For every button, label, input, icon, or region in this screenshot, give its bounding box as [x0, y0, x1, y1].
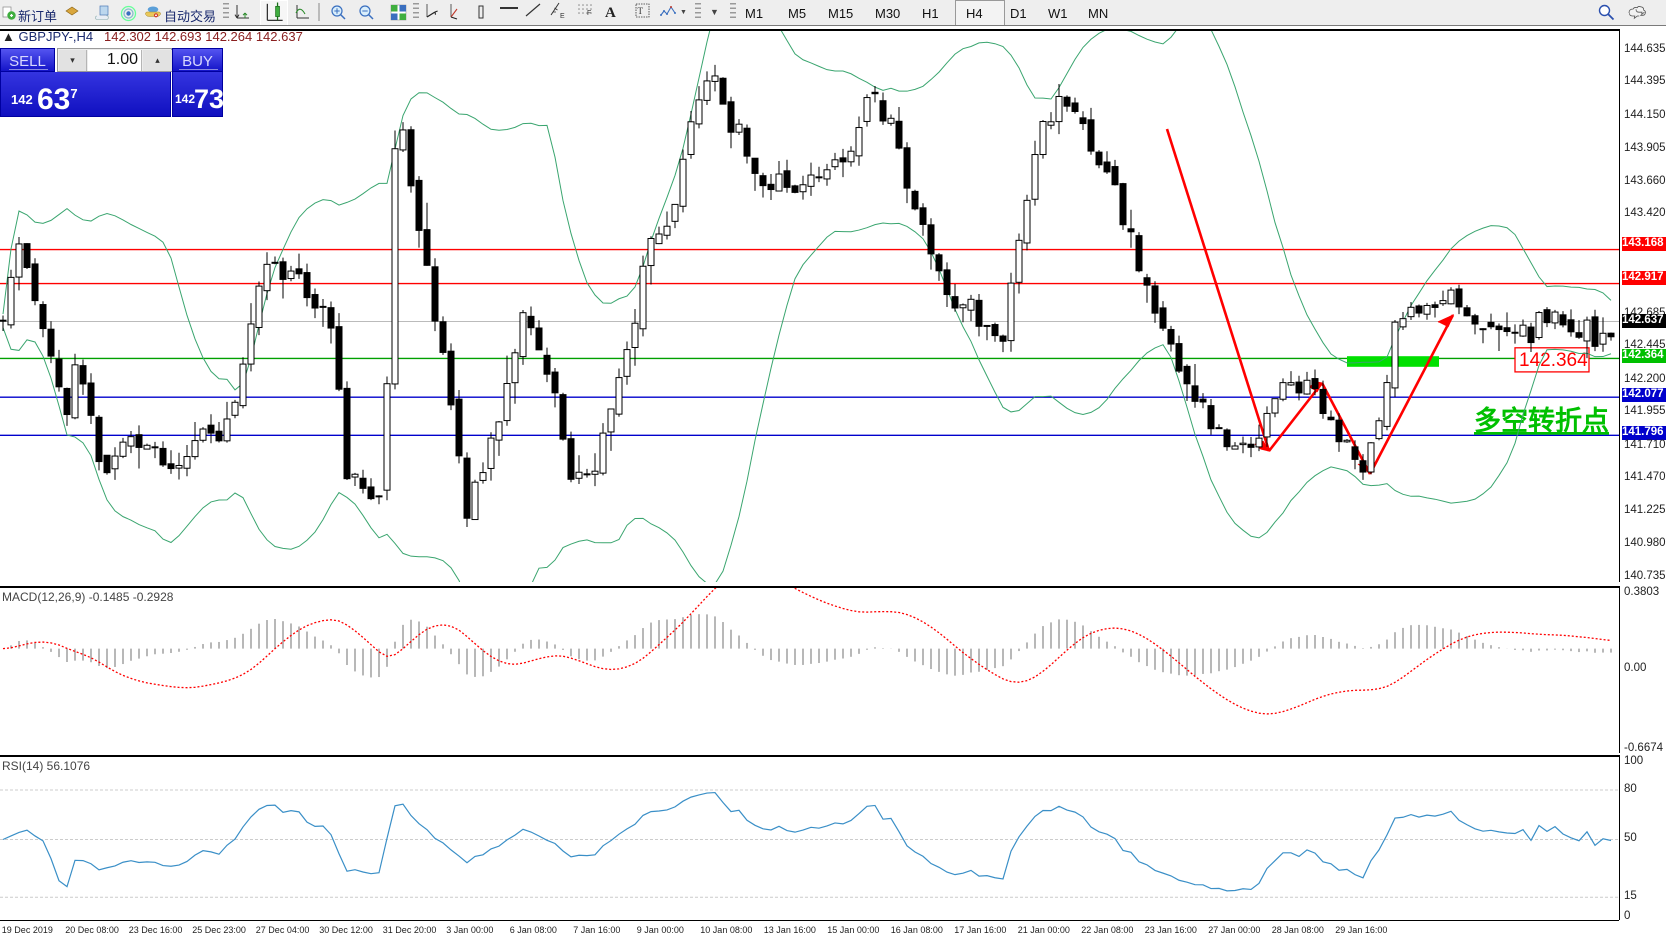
svg-text:F: F — [587, 10, 591, 16]
svg-text:多空转折点: 多空转折点 — [1474, 405, 1609, 436]
svg-text:E: E — [560, 13, 565, 20]
svg-text:T: T — [638, 6, 644, 16]
